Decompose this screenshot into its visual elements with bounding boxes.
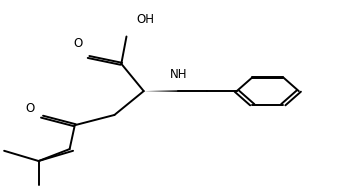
Text: NH: NH [170, 67, 187, 81]
Text: O: O [25, 102, 35, 115]
Text: O: O [74, 37, 83, 50]
Text: OH: OH [136, 13, 154, 26]
Polygon shape [144, 90, 178, 92]
